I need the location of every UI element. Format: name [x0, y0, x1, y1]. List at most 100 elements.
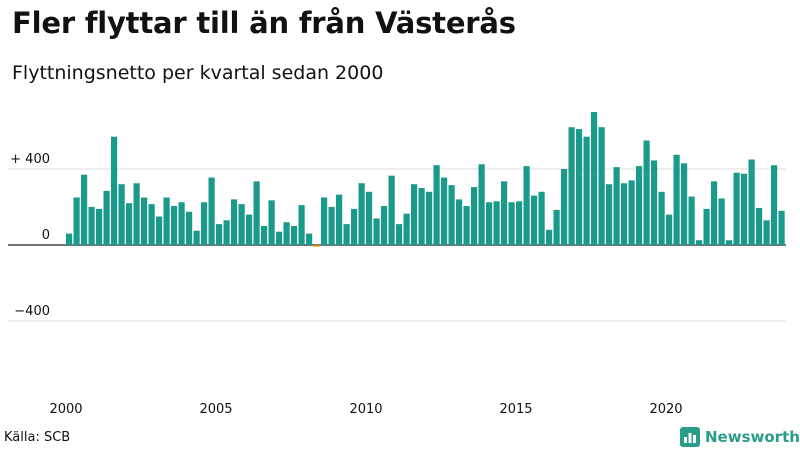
- bar: [681, 163, 688, 245]
- bar: [763, 220, 770, 245]
- bar: [583, 136, 590, 245]
- bar: [111, 136, 118, 245]
- bar: [448, 185, 455, 245]
- bar: [336, 194, 343, 245]
- bar: [546, 229, 553, 245]
- bar: [178, 202, 185, 245]
- bar: [531, 195, 538, 245]
- bar: [88, 207, 95, 245]
- bar: [246, 214, 253, 245]
- bar: [366, 191, 373, 245]
- bar: [493, 201, 500, 245]
- bar: [73, 197, 80, 245]
- x-tick-label: 2020: [649, 402, 682, 417]
- bar: [126, 203, 133, 245]
- bar: [673, 154, 680, 245]
- bar: [411, 184, 418, 245]
- x-tick-label: 2000: [49, 402, 82, 417]
- bar: [636, 166, 643, 245]
- bar: [321, 197, 328, 245]
- bar: [501, 181, 508, 245]
- bar: [328, 207, 335, 245]
- bar: [756, 207, 763, 245]
- bar: [771, 165, 778, 245]
- bar: [561, 169, 568, 245]
- bar: [463, 206, 470, 245]
- bar: [268, 200, 275, 245]
- bar: [118, 184, 125, 245]
- chart-subtitle: Flyttningsnetto per kvartal sedan 2000: [12, 62, 384, 84]
- x-tick-label: 2015: [499, 402, 532, 417]
- bar: [628, 180, 635, 245]
- bar: [748, 159, 755, 245]
- bar: [778, 210, 785, 245]
- bar: [231, 199, 238, 245]
- bar: [666, 214, 673, 245]
- bar: [613, 167, 620, 245]
- bar: [591, 112, 598, 245]
- bar: [606, 184, 613, 245]
- y-tick-label: 0: [42, 228, 50, 243]
- bar: [261, 226, 268, 245]
- bar: [568, 127, 575, 245]
- bar: [81, 174, 88, 245]
- bar: [351, 208, 358, 245]
- bar: [66, 233, 73, 245]
- y-tick-label: + 400: [10, 152, 50, 167]
- bar: [343, 224, 350, 245]
- bar: [576, 129, 583, 245]
- bar: [396, 224, 403, 245]
- bar: [523, 166, 530, 245]
- bar: [471, 187, 478, 245]
- bar: [553, 209, 560, 245]
- bar: [186, 211, 193, 245]
- bar: [156, 216, 163, 245]
- bar: [388, 175, 395, 245]
- bar: [733, 172, 740, 245]
- bar: [711, 181, 718, 245]
- bar: [141, 197, 148, 245]
- bar: [658, 191, 665, 245]
- bar: [478, 164, 485, 245]
- bar: [621, 183, 628, 245]
- bar: [598, 127, 605, 245]
- bar: [508, 202, 515, 245]
- bar: [253, 181, 260, 245]
- bar: [208, 177, 215, 245]
- bar: [456, 199, 463, 245]
- bar: [433, 165, 440, 245]
- bar: [643, 140, 650, 245]
- bar: [516, 201, 523, 245]
- bar: [741, 173, 748, 245]
- brand-name: Newsworthy: [705, 428, 800, 446]
- bar: [201, 202, 208, 245]
- bar: [703, 208, 710, 245]
- bar: [96, 208, 103, 245]
- bar: [103, 190, 110, 245]
- bar: [381, 206, 388, 245]
- bar: [133, 183, 140, 245]
- bar: [223, 220, 230, 245]
- bar: [306, 233, 313, 245]
- bar: [726, 240, 733, 245]
- chart-title: Fler flyttar till än från Västerås: [12, 6, 516, 40]
- y-tick-label: −400: [14, 304, 50, 319]
- bar: [193, 230, 200, 245]
- bar: [486, 202, 493, 245]
- bar: [403, 213, 410, 245]
- bar: [538, 191, 545, 245]
- bar: [358, 183, 365, 245]
- bar: [313, 245, 320, 247]
- bar: [688, 196, 695, 245]
- x-tick-label: 2005: [199, 402, 232, 417]
- bar: [418, 188, 425, 245]
- x-tick-label: 2010: [349, 402, 382, 417]
- bar: [283, 222, 290, 245]
- bar: [171, 206, 178, 245]
- bar: [238, 204, 245, 245]
- bar: [216, 224, 223, 245]
- bar: [373, 218, 380, 245]
- bar: [441, 177, 448, 245]
- bar: [696, 240, 703, 245]
- newsworthy-logo[interactable]: Newsworthy: [680, 426, 800, 448]
